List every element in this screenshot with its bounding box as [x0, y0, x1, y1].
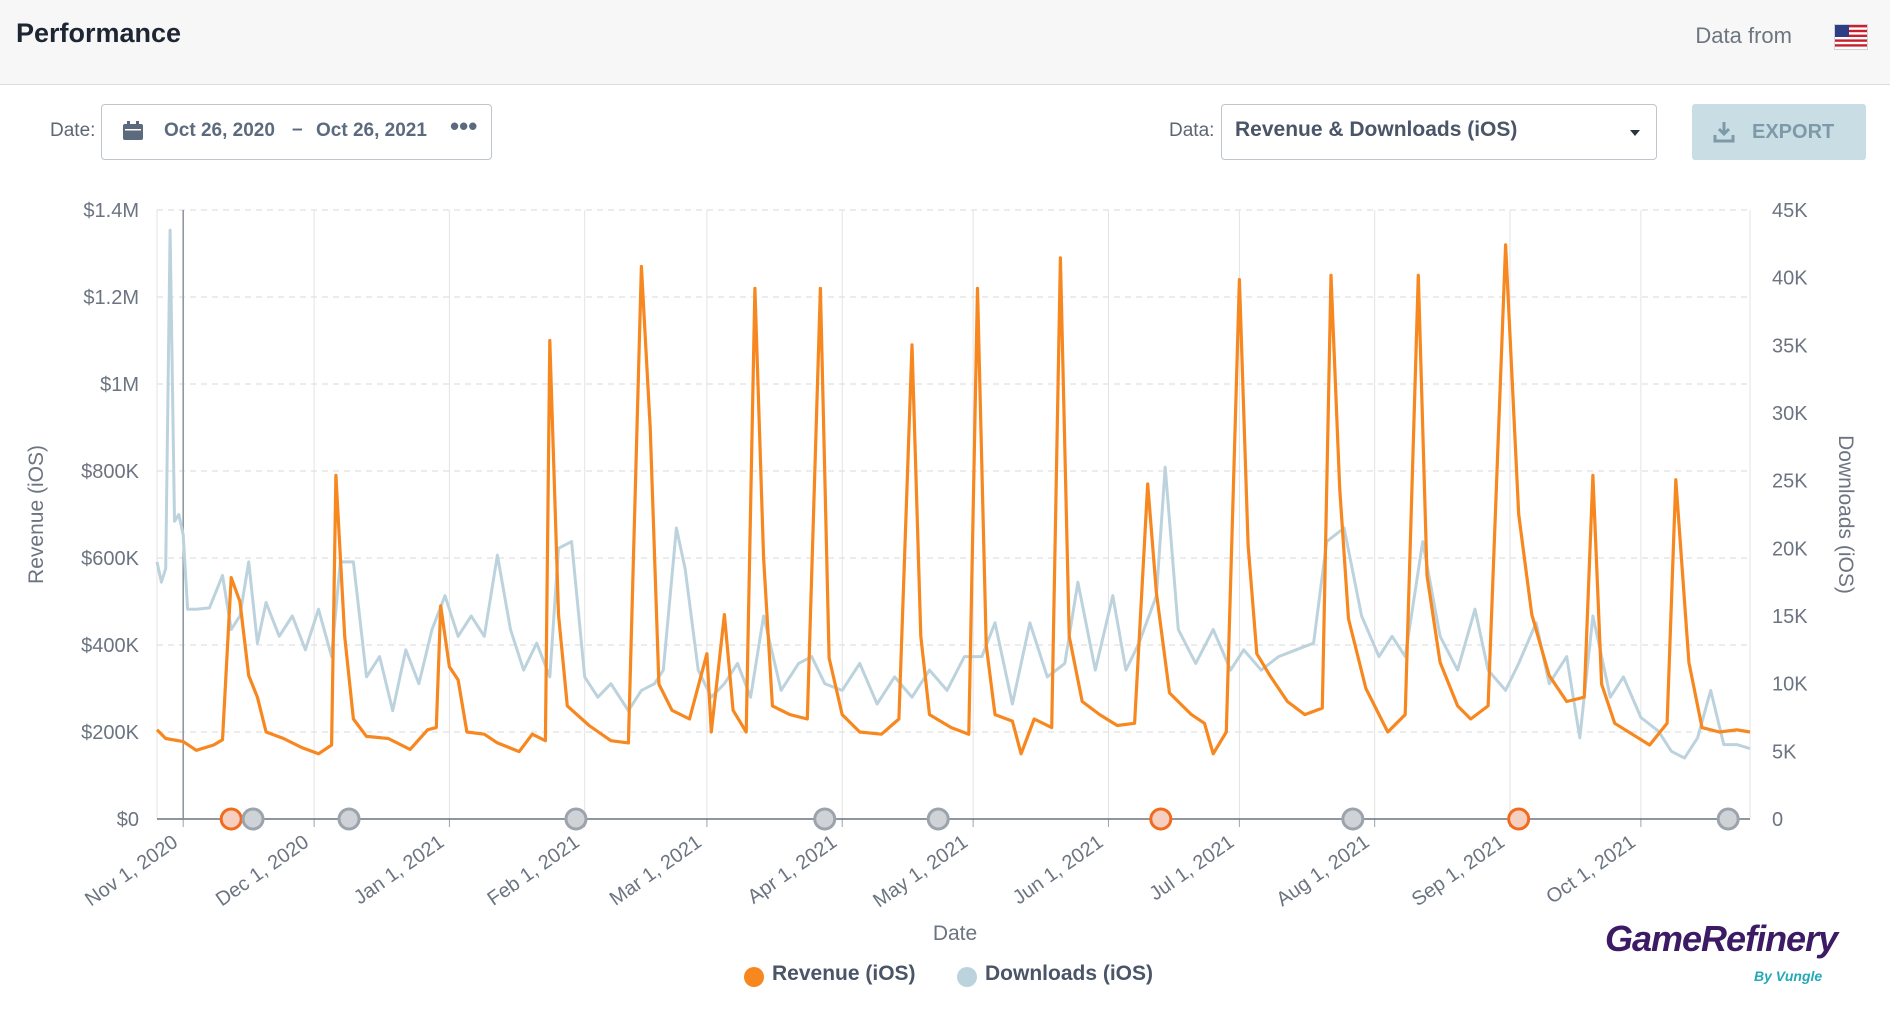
date-label: Date:	[50, 120, 96, 141]
x-tick-label: Mar 1, 2021	[606, 831, 706, 910]
event-marker-downloads	[1716, 807, 1740, 831]
x-axis-title: Date	[933, 922, 977, 940]
y-left-tick-label: $400K	[81, 635, 139, 657]
x-tick-label: Jun 1, 2021	[1009, 831, 1107, 909]
performance-chart: $0 $200K $400K $600K $800K $1M $1.2M $1.4M 0 5K 10…	[25, 200, 1857, 940]
date-separator: –	[292, 119, 303, 140]
y-right-tick-label: 5K	[1772, 741, 1797, 763]
y-right-tick-label: 0	[1772, 809, 1783, 831]
data-source-value: Revenue & Downloads (iOS)	[1235, 118, 1518, 141]
legend-downloads[interactable]: Downloads (iOS)	[985, 962, 1153, 985]
header-bar: Performance Data from	[0, 0, 1890, 85]
date-range-picker[interactable]: Oct 26, 2020 – Oct 26, 2021 •••	[101, 104, 492, 160]
page-title: Performance	[16, 18, 182, 48]
y-right-tick-label: 30K	[1772, 403, 1808, 425]
us-flag-icon[interactable]	[1834, 24, 1868, 50]
x-tick-label: May 1, 2021	[869, 831, 972, 912]
y-right-axis-title: Downloads (iOS)	[1834, 435, 1857, 594]
event-marker-downloads	[337, 807, 361, 831]
x-tick-label: Sep 1, 2021	[1408, 831, 1509, 911]
event-marker-downloads	[1341, 807, 1365, 831]
event-marker-revenue	[1149, 807, 1173, 831]
x-tick-label: Jan 1, 2021	[350, 831, 448, 909]
x-tick-label: Apr 1, 2021	[744, 831, 841, 908]
y-left-tick-label: $1.4M	[83, 200, 139, 222]
data-from-label: Data from	[1695, 23, 1792, 48]
y-right-tick-label: 40K	[1772, 268, 1808, 290]
y-left-tick-label: $0	[117, 809, 139, 831]
y-right-tick-label: 35K	[1772, 335, 1808, 357]
x-tick-label: Oct 1, 2021	[1542, 831, 1639, 908]
x-tick-label: Dec 1, 2020	[212, 831, 313, 911]
y-left-tick-label: $800K	[81, 461, 139, 483]
y-right-tick-label: 10K	[1772, 674, 1808, 696]
event-marker-downloads	[813, 807, 837, 831]
y-left-tick-label: $1M	[100, 374, 139, 396]
y-right-tick-label: 25K	[1772, 471, 1808, 493]
y-left-tick-label: $1.2M	[83, 287, 139, 309]
export-button[interactable]: EXPORT	[1692, 104, 1866, 160]
y-left-tick-label: $600K	[81, 548, 139, 570]
more-options-icon[interactable]: •••	[450, 111, 478, 141]
x-tick-label: Feb 1, 2021	[484, 831, 584, 910]
brand-logo: GameRefinery	[1605, 918, 1838, 959]
event-marker-revenue	[1507, 807, 1531, 831]
date-start[interactable]: Oct 26, 2020	[164, 120, 275, 141]
download-icon	[1713, 122, 1735, 143]
y-right-tick-label: 15K	[1772, 606, 1808, 628]
legend-revenue[interactable]: Revenue (iOS)	[772, 962, 916, 985]
y-right-tick-label: 20K	[1772, 538, 1808, 560]
export-label: EXPORT	[1752, 121, 1835, 143]
x-tick-label: Nov 1, 2020	[81, 831, 182, 911]
event-marker-downloads	[564, 807, 588, 831]
downloads-series-line	[155, 228, 1751, 760]
brand-sub: By Vungle	[1754, 968, 1823, 984]
event-marker-downloads	[926, 807, 950, 831]
x-tick-label: Jul 1, 2021	[1145, 831, 1238, 905]
y-left-axis-title: Revenue (iOS)	[25, 445, 48, 584]
y-left-tick-label: $200K	[81, 722, 139, 744]
event-marker-downloads	[241, 807, 265, 831]
y-right-tick-label: 45K	[1772, 200, 1808, 222]
event-marker-revenue	[219, 807, 243, 831]
revenue-series-line	[155, 243, 1751, 756]
data-source-select[interactable]: Revenue & Downloads (iOS)	[1221, 104, 1657, 160]
date-end[interactable]: Oct 26, 2021	[316, 120, 427, 141]
chevron-down-icon	[1630, 130, 1640, 136]
legend-downloads-dot	[957, 967, 977, 987]
x-tick-label: Aug 1, 2021	[1273, 831, 1374, 911]
legend-revenue-dot	[744, 967, 764, 987]
data-label: Data:	[1169, 120, 1215, 141]
calendar-icon	[123, 121, 143, 140]
